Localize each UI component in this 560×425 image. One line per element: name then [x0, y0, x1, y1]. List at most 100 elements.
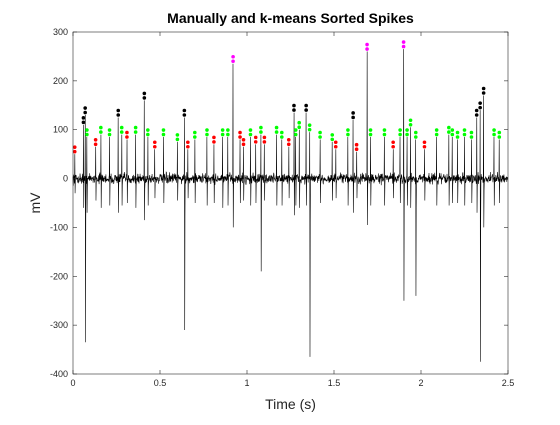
spike-marker — [391, 140, 395, 145]
spike-marker — [398, 128, 402, 132]
spike-cluster-2 — [85, 118, 502, 142]
spike-marker — [434, 128, 439, 132]
spike-marker — [492, 128, 496, 132]
spike-marker — [455, 135, 460, 139]
spike-marker — [119, 125, 124, 130]
spike-marker — [413, 130, 418, 135]
chart-title: Manually and k-means Sorted Spikes — [167, 10, 414, 26]
spike-marker — [119, 130, 124, 134]
spike-marker — [286, 142, 291, 147]
spike-marker — [142, 91, 147, 96]
spike-marker — [182, 113, 187, 117]
spike-marker — [241, 142, 246, 147]
spike-marker — [304, 108, 308, 112]
spike-marker — [81, 120, 86, 125]
x-tick-label: 1.5 — [328, 378, 341, 388]
spike-marker — [107, 132, 112, 137]
signal-trace — [72, 49, 509, 362]
spike-marker — [280, 130, 284, 135]
spike-marker — [422, 140, 427, 145]
spike-marker — [450, 128, 455, 132]
spike-marker — [318, 135, 322, 139]
spike-marker — [274, 125, 279, 130]
spike-marker — [182, 108, 187, 113]
spike-marker — [478, 105, 482, 110]
spike-marker — [330, 137, 335, 142]
spike-marker — [293, 128, 298, 132]
spike-marker — [220, 132, 225, 137]
spike-marker — [99, 130, 103, 134]
spike-marker — [455, 130, 460, 135]
spike-marker — [422, 144, 427, 149]
spike-marker — [462, 128, 467, 132]
y-tick-label: -100 — [50, 222, 68, 232]
spike-marker — [259, 130, 263, 134]
spike-marker — [405, 132, 409, 137]
spike-marker — [186, 140, 190, 145]
spike-marker — [447, 130, 451, 134]
spike-marker — [231, 59, 235, 64]
spike-marker — [447, 125, 451, 130]
y-tick-label: 0 — [63, 174, 68, 184]
spike-marker — [365, 42, 369, 47]
spike-marker — [286, 138, 291, 142]
spike-marker — [133, 130, 138, 134]
y-tick-label: 200 — [53, 76, 68, 86]
spike-marker — [125, 130, 129, 135]
spike-marker — [238, 130, 242, 135]
spike-marker — [330, 133, 335, 137]
spike-marker — [226, 132, 230, 137]
spike-marker — [161, 132, 166, 137]
spike-marker — [205, 132, 209, 137]
spike-marker — [93, 142, 98, 147]
spike-cluster-4 — [231, 40, 406, 64]
spike-marker — [280, 135, 284, 139]
spike-marker — [462, 132, 467, 137]
spike-marker — [125, 135, 129, 139]
spike-marker — [248, 128, 253, 132]
spike-marker — [297, 125, 302, 130]
spike-marker — [133, 125, 138, 130]
spike-marker — [274, 130, 279, 134]
spike-marker — [333, 140, 338, 145]
spike-marker — [107, 128, 112, 132]
spike-marker — [146, 132, 150, 137]
x-axis-label: Time (s) — [265, 396, 316, 412]
spike-marker — [497, 135, 502, 139]
spike-marker — [85, 128, 89, 132]
spike-marker — [248, 132, 253, 137]
spike-marker — [474, 113, 479, 117]
spike-marker — [401, 40, 406, 44]
spike-marker — [193, 130, 197, 135]
spike-marker — [481, 91, 486, 95]
axes-layer: 0 0.5 1 1.5 2 2.5 -400 -300 -200 -100 0 100 200 300 — [50, 27, 514, 388]
spike-marker — [161, 128, 166, 132]
x-tick-label: 0.5 — [154, 378, 167, 388]
spike-marker — [346, 128, 350, 132]
spike-marker — [354, 142, 359, 147]
spike-marker — [146, 128, 150, 132]
spike-marker — [262, 135, 267, 140]
plot-area — [73, 32, 508, 374]
spike-marker — [293, 132, 298, 137]
spike-marker — [220, 128, 225, 132]
spike-marker — [497, 130, 502, 135]
y-tick-label: -200 — [50, 271, 68, 281]
spike-marker — [492, 132, 496, 137]
spike-marker — [241, 138, 246, 142]
spike-marker — [116, 108, 121, 113]
spike-marker — [481, 86, 486, 91]
spike-marker — [292, 103, 296, 108]
x-tick-label: 1 — [244, 378, 249, 388]
spike-marker — [469, 130, 474, 135]
spike-marker — [368, 132, 373, 137]
spike-marker — [382, 128, 387, 132]
axes-box — [72, 31, 509, 375]
y-tick-label: 300 — [53, 27, 68, 37]
spike-marker — [474, 108, 479, 113]
spike-marker — [413, 135, 418, 139]
spike-marker — [401, 44, 406, 49]
spike-marker — [253, 140, 258, 144]
spike-marker — [398, 132, 402, 137]
